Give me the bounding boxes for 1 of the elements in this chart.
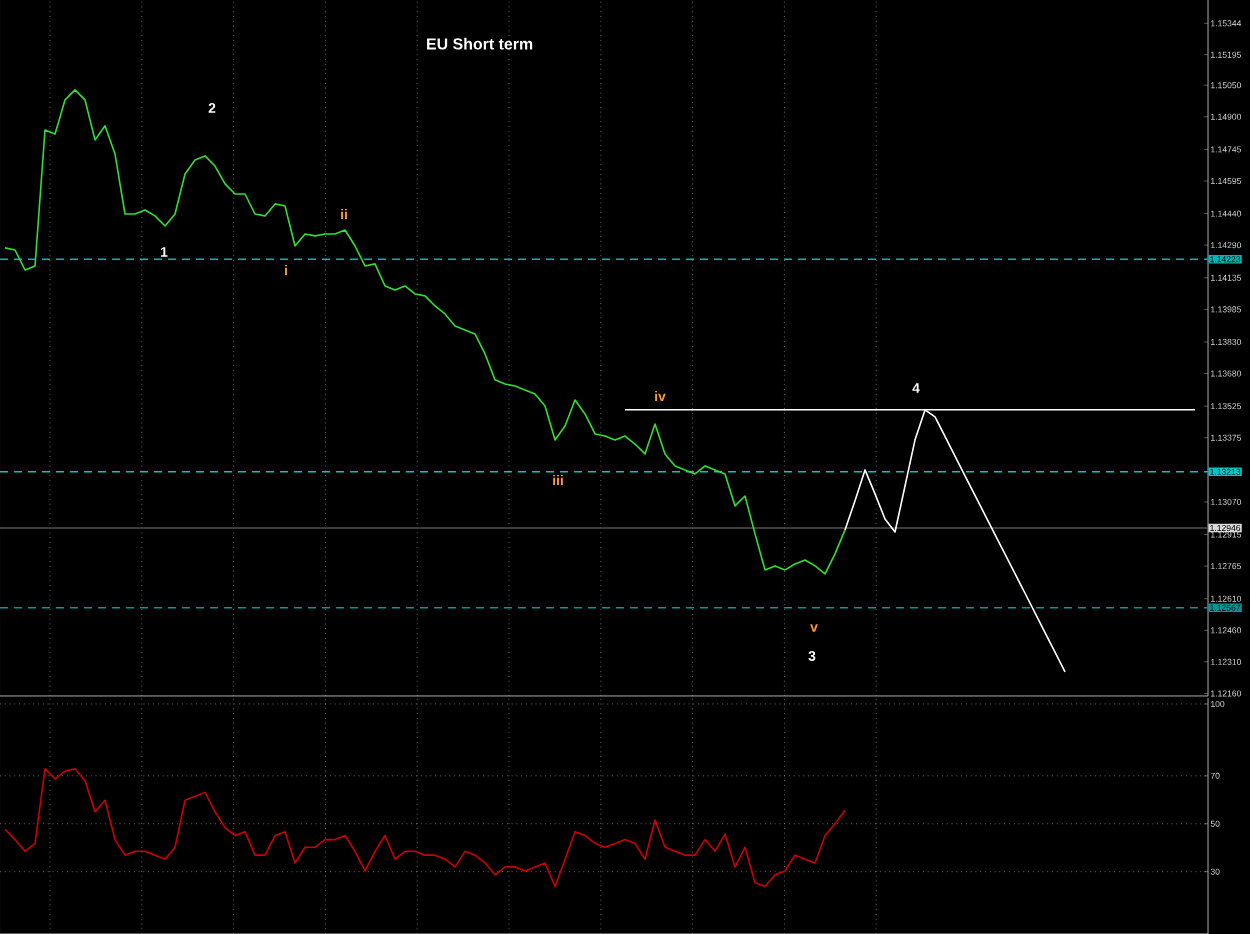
line-series bbox=[4, 767, 846, 888]
